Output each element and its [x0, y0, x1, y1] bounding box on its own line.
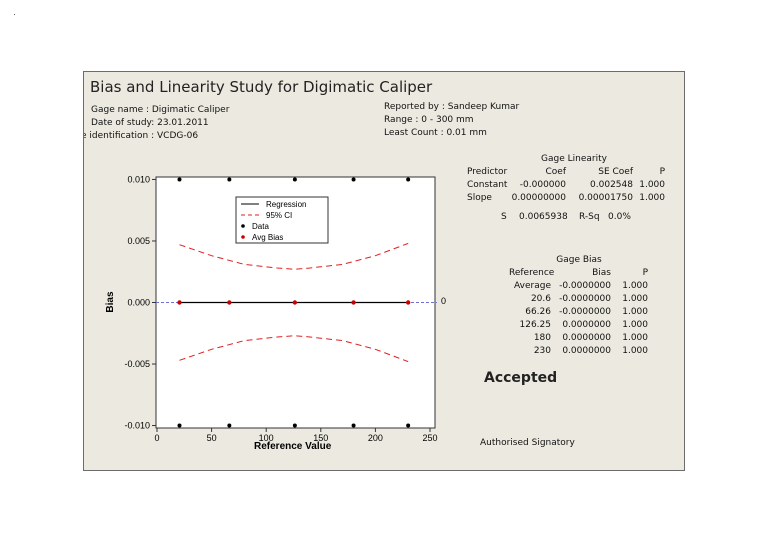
y-axis-label: Bias: [105, 291, 116, 313]
bias-row-bias: 0.0000000: [562, 333, 611, 343]
report-title: Bias and Linearity Study for Digimatic C…: [90, 78, 433, 96]
ci-lower-curve: [179, 335, 409, 363]
bias-row-bias: -0.0000000: [559, 307, 611, 317]
bias-row-reference: 66.26: [525, 307, 551, 317]
bias-header-reference: Reference: [509, 268, 555, 278]
linearity-row-predictor: Constant: [467, 180, 508, 190]
bias-header-bias: Bias: [592, 268, 611, 278]
legend-entry-label: Data: [252, 222, 269, 231]
axes: 0.010 0.005 0.000 -0.005 -0.010 0 50 100 150 200 2…: [124, 174, 437, 443]
least-count: Least Count : 0.01 mm: [384, 128, 487, 138]
accepted-status: Accepted: [484, 370, 558, 386]
linearity-row-p: 1.000: [639, 180, 665, 190]
data-point: [351, 423, 356, 428]
bias-row-bias: -0.0000000: [559, 294, 611, 304]
data-point: [406, 423, 411, 428]
zero-line-label: 0: [441, 296, 446, 306]
y-tick-label: 0.010: [127, 174, 150, 184]
x-tick-label: 250: [422, 433, 437, 443]
x-tick-label: 50: [207, 433, 217, 443]
ci-upper-curve: [179, 242, 409, 270]
bias-row-p: 1.000: [622, 320, 648, 330]
rsq-label: R-Sq: [579, 212, 600, 222]
gage-name: Gage name : Digimatic Caliper: [91, 105, 230, 115]
reported-by: Reported by : Sandeep Kumar: [384, 102, 520, 112]
bias-row-reference: 180: [533, 333, 551, 343]
s-label: S: [501, 212, 507, 222]
linearity-row-predictor: Slope: [467, 193, 492, 203]
linearity-row-p: 1.000: [639, 193, 665, 203]
bias-row-bias: 0.0000000: [562, 346, 611, 356]
avg-bias-point: [177, 300, 182, 305]
gage-info: Gage name : Digimatic Caliper Date of st…: [84, 104, 230, 143]
legend-data-swatch: [241, 224, 245, 228]
data-point: [292, 423, 297, 428]
x-tick-label: 100: [259, 433, 274, 443]
bias-title: Gage Bias: [556, 255, 602, 265]
data-point: [177, 423, 182, 428]
linearity-header-p: P: [659, 167, 665, 177]
data-point: [227, 177, 232, 182]
bias-header-p: P: [642, 268, 648, 278]
y-tick-label: -0.010: [124, 421, 150, 431]
bias-row-reference: 230: [533, 346, 551, 356]
legend-entry-label: Regression: [266, 200, 306, 209]
linearity-header-secoef: SE Coef: [598, 167, 633, 177]
linearity-header-coef: Coef: [545, 167, 567, 177]
range: Range : 0 - 300 mm: [384, 115, 474, 125]
date-of-study: Date of study: 23.01.2011: [91, 118, 209, 128]
avg-bias-point: [405, 300, 411, 305]
data-point: [406, 177, 411, 182]
chart-marks: [156, 177, 437, 428]
bias-row-reference: 20.6: [530, 294, 551, 304]
report-info: Reported by : Sandeep Kumar Range : 0 - …: [384, 101, 519, 140]
y-tick-label: 0.000: [127, 298, 150, 308]
bias-row-reference: Average: [514, 281, 551, 291]
bias-row-bias: -0.0000000: [559, 281, 611, 291]
avg-bias-point: [227, 300, 232, 305]
y-tick-label: -0.005: [124, 359, 150, 369]
gage-linearity-table: Gage Linearity Predictor Coef SE Coef P …: [464, 154, 674, 234]
linearity-row-coef: 0.00000000: [511, 193, 566, 203]
rsq-value: 0.0%: [608, 212, 631, 222]
bias-row-bias: 0.0000000: [562, 320, 611, 330]
data-point: [292, 177, 297, 182]
bias-row-p: 1.000: [622, 346, 648, 356]
bias-row-p: 1.000: [622, 281, 648, 291]
bias-linearity-chart: 0.010 0.005 0.000 -0.005 -0.010 0 50 100 150 200 2…: [105, 174, 446, 452]
data-point: [351, 177, 356, 182]
gage-identification: e identification : VCDG-06: [83, 131, 199, 141]
x-tick-label: 200: [368, 433, 383, 443]
linearity-row-secoef: 0.002548: [590, 180, 633, 190]
authorised-signatory: Authorised Signatory: [480, 438, 575, 448]
bias-row-p: 1.000: [622, 294, 648, 304]
bias-row-p: 1.000: [622, 333, 648, 343]
s-value: 0.0065938: [519, 212, 568, 222]
gage-bias-table: Gage Bias Reference Bias P Average -0.000…: [504, 255, 654, 365]
y-tick-label: 0.005: [127, 236, 150, 246]
legend-entry-label: Avg Bias: [252, 233, 283, 242]
linearity-header-predictor: Predictor: [467, 167, 508, 177]
x-axis-label: Reference Value: [254, 441, 332, 452]
x-tick-label: 150: [313, 433, 328, 443]
linearity-row-coef: -0.000000: [519, 180, 566, 190]
legend-box: [235, 196, 329, 244]
bias-row-p: 1.000: [622, 307, 648, 317]
stray-dot: [14, 14, 15, 15]
legend-entry-label: 95% CI: [266, 211, 292, 220]
linearity-row-secoef: 0.00001750: [578, 193, 633, 203]
avg-bias-point: [292, 300, 298, 305]
linearity-title: Gage Linearity: [541, 154, 607, 164]
legend: Regression 95% CI Data Avg Bias: [235, 196, 329, 244]
data-point: [177, 177, 182, 182]
report-panel: Bias and Linearity Study for Digimatic C…: [83, 71, 685, 471]
data-point: [227, 423, 232, 428]
avg-bias-point: [351, 300, 356, 305]
x-tick-label: 0: [154, 433, 159, 443]
legend-avgbias-swatch: [241, 235, 245, 239]
bias-row-reference: 126.25: [519, 320, 552, 330]
